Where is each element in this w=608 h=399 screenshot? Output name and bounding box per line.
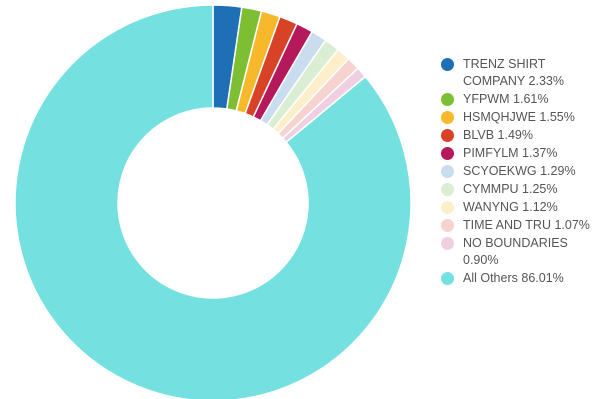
chart-legend: TRENZ SHIRT COMPANY 2.33% YFPWM 1.61% HSMQ…: [441, 56, 601, 288]
legend-label: PIMFYLM: [463, 146, 519, 160]
legend-label: YFPWM: [463, 92, 510, 106]
legend-percent: 86.01%: [521, 271, 564, 285]
legend-item[interactable]: All Others 86.01%: [441, 270, 601, 287]
legend-swatch: [441, 219, 454, 232]
legend-percent: 1.25%: [522, 182, 558, 196]
legend-swatch: [441, 272, 454, 285]
legend-percent: 1.12%: [522, 200, 558, 214]
legend-label: BLVB: [463, 128, 495, 142]
legend-swatch: [441, 201, 454, 214]
legend-item[interactable]: BLVB 1.49%: [441, 127, 601, 144]
legend-percent: 1.49%: [497, 128, 533, 142]
legend-item[interactable]: TRENZ SHIRT COMPANY 2.33%: [441, 56, 601, 90]
legend-item[interactable]: YFPWM 1.61%: [441, 91, 601, 108]
legend-item[interactable]: HSMQHJWE 1.55%: [441, 109, 601, 126]
legend-label: CYMMPU: [463, 182, 519, 196]
legend-item[interactable]: WANYNG 1.12%: [441, 199, 601, 216]
legend-percent: 1.29%: [540, 164, 576, 178]
legend-swatch: [441, 111, 454, 124]
legend-percent: 1.37%: [522, 146, 558, 160]
legend-label: NO BOUNDARIES: [463, 236, 568, 250]
legend-label: TIME AND TRU: [463, 218, 551, 232]
legend-swatch: [441, 58, 454, 71]
legend-item[interactable]: SCYOEKWG 1.29%: [441, 163, 601, 180]
donut-slice-10[interactable]: [14, 4, 412, 399]
legend-item[interactable]: TIME AND TRU 1.07%: [441, 217, 601, 234]
legend-percent: 1.61%: [513, 92, 549, 106]
legend-percent: 1.07%: [554, 218, 590, 232]
legend-label: WANYNG: [463, 200, 519, 214]
legend-swatch: [441, 147, 454, 160]
legend-swatch: [441, 165, 454, 178]
legend-swatch: [441, 93, 454, 106]
legend-swatch: [441, 183, 454, 196]
legend-label: All Others: [463, 271, 518, 285]
legend-item[interactable]: NO BOUNDARIES 0.90%: [441, 235, 601, 269]
legend-percent: 1.55%: [539, 110, 575, 124]
legend-percent: 0.90%: [463, 253, 499, 267]
legend-swatch: [441, 237, 454, 250]
legend-label: TRENZ SHIRT COMPANY: [463, 57, 546, 88]
legend-label: SCYOEKWG: [463, 164, 537, 178]
legend-label: HSMQHJWE: [463, 110, 536, 124]
legend-item[interactable]: CYMMPU 1.25%: [441, 181, 601, 198]
legend-swatch: [441, 129, 454, 142]
legend-item[interactable]: PIMFYLM 1.37%: [441, 145, 601, 162]
legend-percent: 2.33%: [528, 74, 564, 88]
